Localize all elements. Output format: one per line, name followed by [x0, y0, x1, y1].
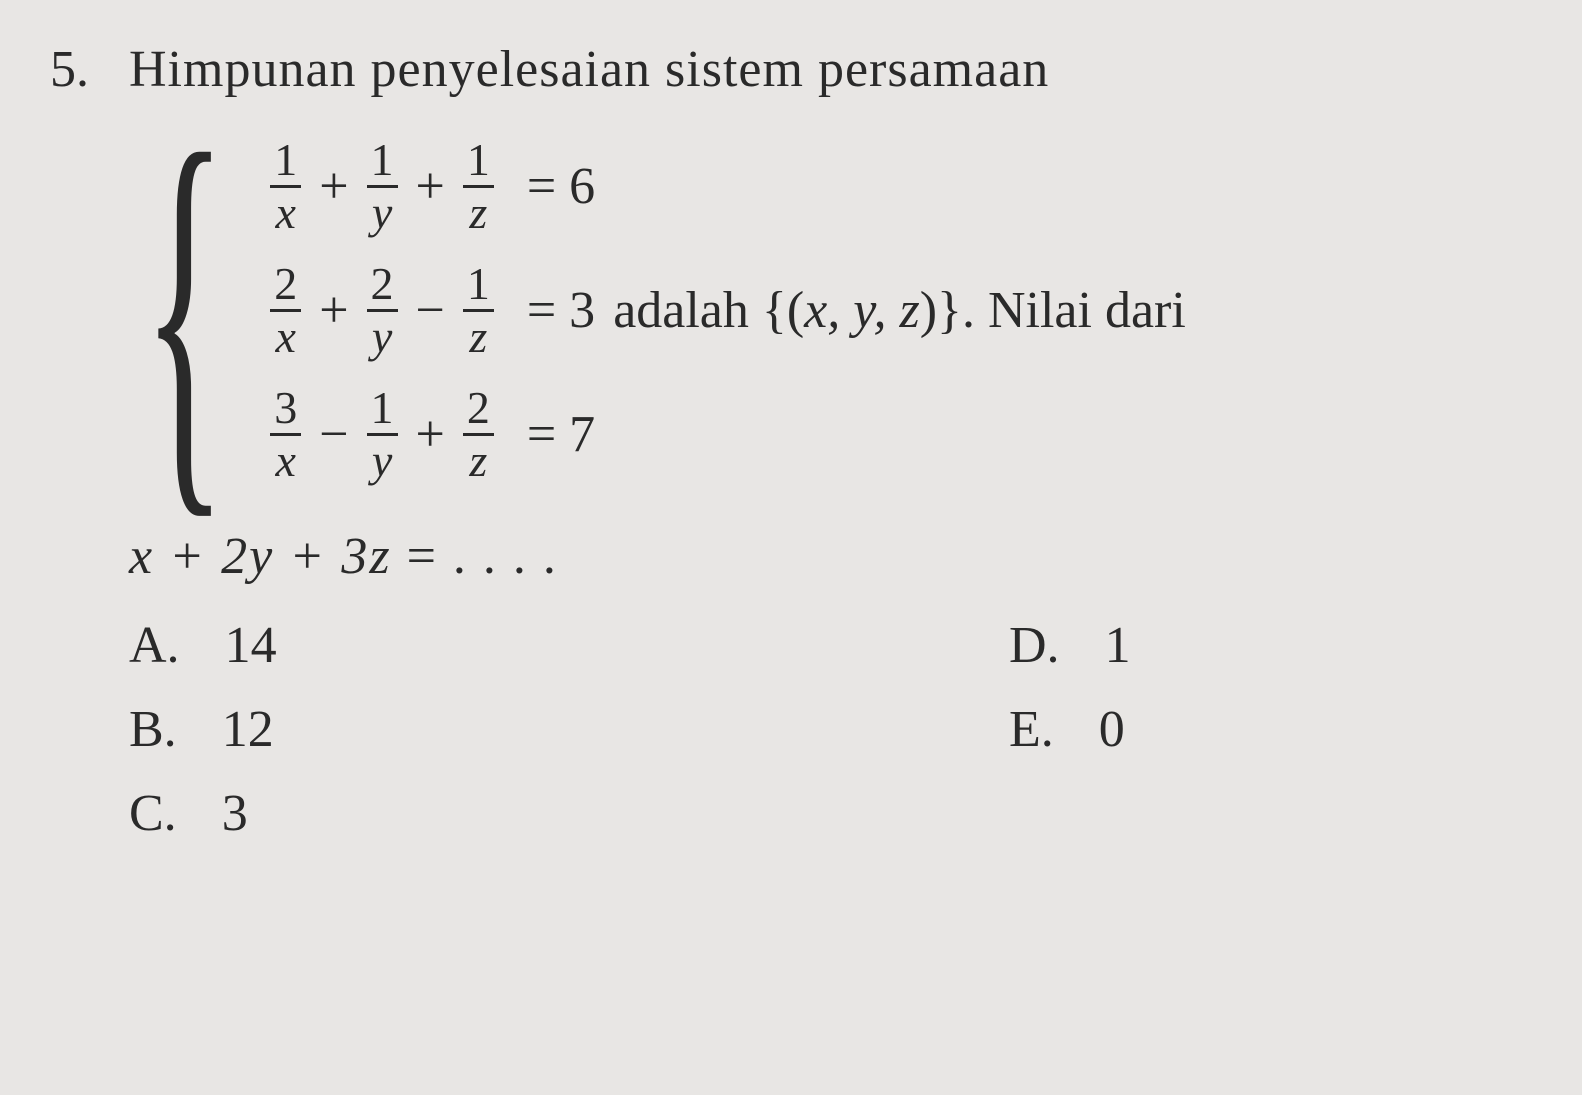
- option-letter: A.: [129, 616, 180, 675]
- text-segment: )}. Nilai dari: [920, 282, 1186, 339]
- fraction-denominator: x: [270, 309, 301, 360]
- fraction: 1 y: [367, 385, 398, 484]
- problem-intro-text: Himpunan penyelesaian sistem persamaan: [129, 40, 1532, 99]
- equation-1: 1 x + 1 y + 1 z = 6: [270, 137, 1186, 236]
- variable-tuple: x, y, z: [804, 282, 920, 339]
- equations-block: 1 x + 1 y + 1 z = 6: [270, 122, 1186, 499]
- fraction-numerator: 1: [270, 137, 301, 185]
- option-c: C. 3: [129, 784, 449, 843]
- option-value: 3: [222, 784, 248, 843]
- option-letter: C.: [129, 784, 177, 843]
- blank-dots: . . . .: [453, 528, 558, 585]
- fraction-denominator: y: [367, 185, 398, 236]
- fraction-denominator: z: [463, 185, 494, 236]
- option-letter: E.: [1009, 700, 1054, 759]
- option-value: 0: [1099, 700, 1125, 759]
- option-value: 14: [225, 616, 277, 675]
- option-d: D. 1: [1009, 616, 1329, 675]
- equals: =: [392, 528, 453, 585]
- fraction: 1 y: [367, 137, 398, 236]
- fraction: 1 z: [463, 261, 494, 360]
- fraction: 1 x: [270, 137, 301, 236]
- option-value: 12: [222, 700, 274, 759]
- fraction-numerator: 1: [463, 137, 494, 185]
- option-value: 1: [1105, 616, 1131, 675]
- operator: +: [416, 405, 445, 464]
- option-letter: D.: [1009, 616, 1060, 675]
- fraction-numerator: 3: [270, 385, 301, 433]
- equation-3: 3 x − 1 y + 2 z = 7: [270, 385, 1186, 484]
- operator: +: [319, 281, 348, 340]
- operator: +: [416, 157, 445, 216]
- fraction: 1 z: [463, 137, 494, 236]
- trailing-text: adalah {(x, y, z)}. Nilai dari: [613, 281, 1186, 340]
- fraction: 2 y: [367, 261, 398, 360]
- operator: +: [319, 157, 348, 216]
- left-brace-icon: {: [142, 119, 226, 502]
- fraction-denominator: y: [367, 309, 398, 360]
- fraction: 2 z: [463, 385, 494, 484]
- fraction-denominator: z: [463, 309, 494, 360]
- fraction-denominator: y: [367, 433, 398, 484]
- fraction-numerator: 1: [463, 261, 494, 309]
- operator: −: [416, 281, 445, 340]
- option-e: E. 0: [1009, 700, 1329, 759]
- equation-rhs: = 6: [527, 157, 595, 216]
- fraction-numerator: 1: [367, 385, 398, 433]
- fraction-denominator: x: [270, 185, 301, 236]
- equation-rhs: = 3: [527, 281, 595, 340]
- fraction-numerator: 1: [367, 137, 398, 185]
- equation-system-row: { 1 x + 1 y + 1 z: [129, 119, 1532, 502]
- equation-2: 2 x + 2 y − 1 z = 3 adalah {(x,: [270, 261, 1186, 360]
- final-expression: x + 2y + 3z = . . . .: [129, 527, 1532, 586]
- answer-options: A. 14 D. 1 B. 12 E. 0 C. 3: [129, 616, 1329, 843]
- option-b: B. 12: [129, 700, 449, 759]
- fraction-numerator: 2: [463, 385, 494, 433]
- fraction-denominator: z: [463, 433, 494, 484]
- fraction: 3 x: [270, 385, 301, 484]
- problem-body: Himpunan penyelesaian sistem persamaan {…: [129, 40, 1532, 843]
- problem-number: 5.: [50, 40, 89, 843]
- operator: −: [319, 405, 348, 464]
- text-segment: adalah {(: [613, 282, 804, 339]
- option-a: A. 14: [129, 616, 449, 675]
- fraction: 2 x: [270, 261, 301, 360]
- equation-rhs: = 7: [527, 405, 595, 464]
- option-letter: B.: [129, 700, 177, 759]
- fraction-numerator: 2: [270, 261, 301, 309]
- problem-container: 5. Himpunan penyelesaian sistem persamaa…: [50, 40, 1532, 843]
- fraction-numerator: 2: [367, 261, 398, 309]
- fraction-denominator: x: [270, 433, 301, 484]
